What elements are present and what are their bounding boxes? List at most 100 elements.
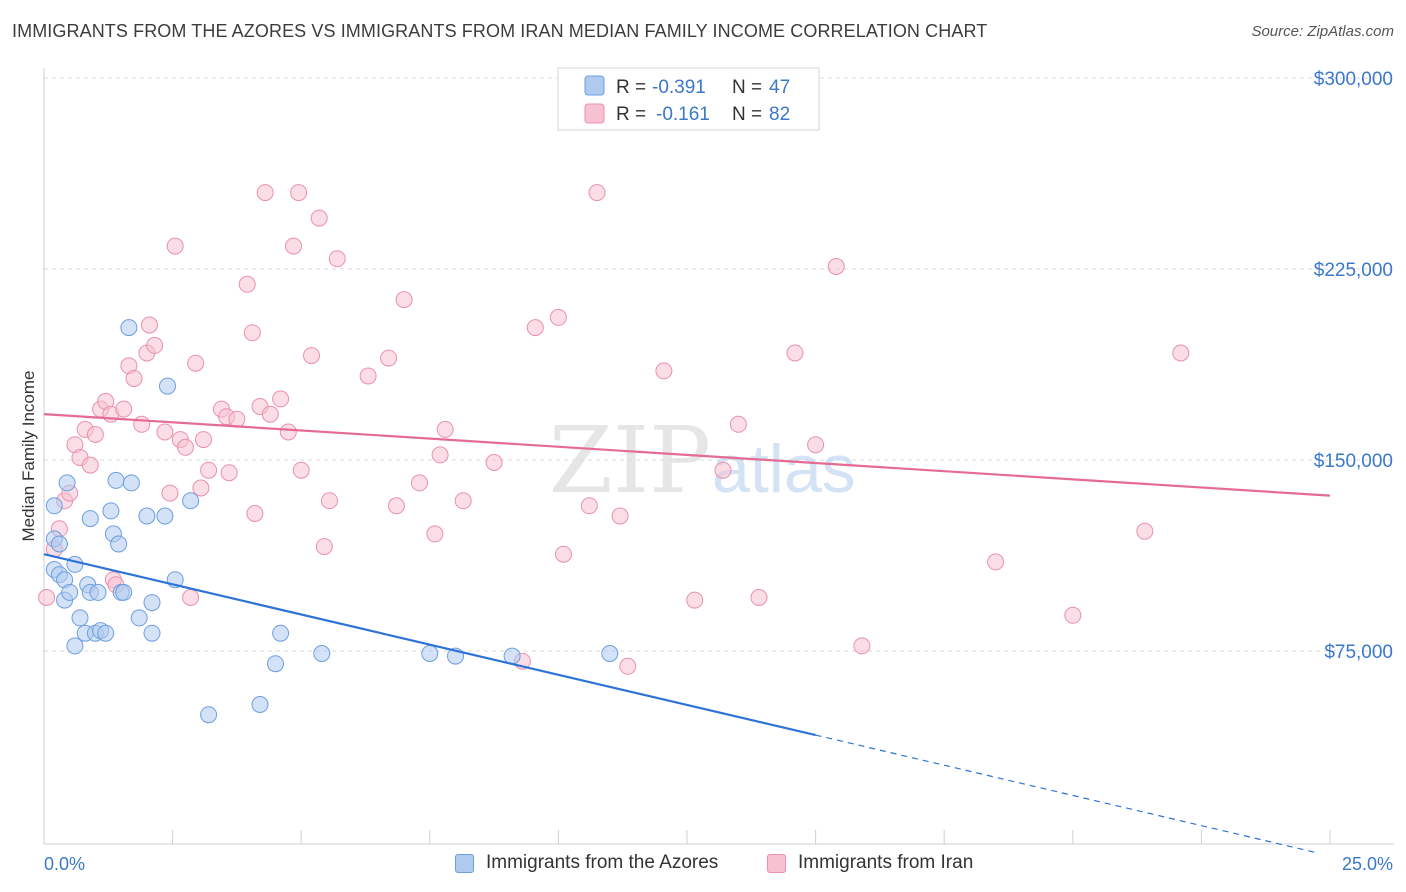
point-iran-59 (436, 420, 454, 438)
point-azores-44 (601, 645, 619, 662)
trend-line-azores (43, 553, 816, 737)
point-iran-71 (686, 591, 704, 609)
point-azores-38 (267, 655, 284, 673)
watermark-atlas: atlas (712, 431, 856, 507)
point-iran-31 (200, 461, 218, 479)
point-iran-46 (292, 461, 310, 479)
point-azores-41 (421, 645, 439, 662)
point-iran-23 (161, 484, 179, 502)
legend-item-azores: Immigrants from the Azores (455, 852, 718, 874)
point-iran-65 (555, 545, 572, 563)
point-azores-15 (81, 510, 99, 528)
point-azores-30 (143, 624, 161, 642)
point-iran-45 (290, 184, 308, 202)
point-azores-23 (110, 535, 128, 553)
legend-n-value-azores: 47 (769, 77, 790, 98)
point-iran-38 (246, 505, 264, 522)
x-tick-label-max: 25.0% (1342, 854, 1393, 874)
point-iran-27 (182, 589, 200, 606)
point-azores-37 (251, 696, 269, 713)
point-iran-53 (380, 349, 398, 367)
point-iran-68 (611, 507, 629, 525)
point-iran-15 (115, 400, 133, 418)
point-iran-18 (133, 415, 151, 433)
point-iran-21 (146, 336, 164, 354)
trend-line-azores-extension (815, 734, 1315, 853)
trend-line-iran (43, 413, 1331, 497)
point-azores-26 (120, 319, 138, 337)
point-iran-81 (1136, 522, 1154, 540)
y-tick-labels: $75,000 $150,000 $225,000 $300,000 (1314, 69, 1393, 663)
point-iran-47 (303, 347, 320, 365)
point-iran-43 (279, 423, 297, 441)
legend-r-label-iran: R = (616, 104, 646, 125)
point-azores-8 (61, 583, 79, 601)
point-iran-60 (454, 492, 472, 510)
point-azores-32 (156, 507, 174, 525)
point-iran-66 (580, 497, 598, 515)
legend-correlation: R = -0.391 N = 47 R = -0.161 N = 82 (557, 67, 820, 131)
point-iran-77 (827, 258, 845, 275)
point-iran-36 (238, 275, 256, 293)
point-azores-11 (71, 609, 89, 627)
y-tick-label-3: $300,000 (1314, 69, 1393, 90)
point-azores-19 (97, 624, 115, 642)
point-azores-25 (115, 583, 133, 601)
point-azores-20 (102, 502, 120, 520)
point-iran-50 (321, 492, 338, 510)
point-iran-70 (655, 362, 673, 380)
legend-swatch-azores-bottom (455, 853, 474, 873)
point-iran-79 (987, 553, 1005, 571)
legend-r-value-iran: -0.161 (656, 104, 710, 125)
point-azores-33 (159, 377, 176, 395)
point-iran-82 (1172, 344, 1190, 362)
y-tick-label-1: $150,000 (1314, 451, 1393, 472)
grid-lines (44, 77, 1394, 652)
point-azores-39 (272, 624, 290, 642)
legend-item-iran: Immigrants from Iran (767, 852, 973, 874)
point-iran-56 (411, 474, 428, 492)
point-iran-24 (166, 237, 184, 255)
point-azores-29 (138, 507, 156, 525)
point-iran-72 (714, 461, 732, 479)
point-azores-22 (107, 471, 125, 489)
point-azores-4 (50, 535, 68, 553)
series-azores-points (45, 319, 619, 724)
y-tick-label-0: $75,000 (1324, 642, 1393, 663)
point-iran-22 (156, 423, 174, 441)
point-azores-10 (66, 637, 84, 655)
point-iran-54 (387, 497, 405, 515)
point-iran-34 (220, 464, 238, 482)
point-iran-75 (786, 344, 804, 362)
legend-swatch-azores (584, 75, 605, 96)
point-iran-0 (38, 589, 56, 606)
point-iran-44 (285, 237, 302, 255)
watermark: ZIP atlas (549, 407, 856, 514)
point-azores-31 (143, 594, 161, 612)
legend-n-value-iran: 82 (769, 104, 790, 125)
point-iran-78 (853, 637, 871, 655)
point-iran-37 (243, 324, 261, 342)
point-azores-7 (58, 474, 76, 492)
point-azores-17 (89, 583, 107, 601)
legend-swatch-iran (584, 103, 605, 124)
point-azores-35 (182, 492, 200, 510)
point-iran-52 (359, 367, 377, 385)
point-iran-69 (619, 657, 637, 675)
point-iran-9 (86, 426, 104, 443)
point-iran-48 (310, 209, 328, 227)
point-iran-73 (729, 415, 747, 433)
y-tick-label-2: $225,000 (1314, 260, 1393, 281)
point-iran-35 (228, 410, 246, 428)
legend-r-value-azores: -0.391 (652, 77, 706, 98)
point-iran-26 (177, 438, 194, 456)
point-azores-28 (130, 609, 148, 627)
point-azores-27 (122, 474, 140, 492)
point-iran-30 (195, 431, 212, 449)
point-iran-41 (261, 405, 279, 423)
point-iran-40 (256, 184, 274, 202)
legend-r-label-azores: R = (616, 77, 646, 98)
legend-n-label-iran: N = (732, 104, 762, 125)
point-iran-28 (187, 354, 205, 372)
